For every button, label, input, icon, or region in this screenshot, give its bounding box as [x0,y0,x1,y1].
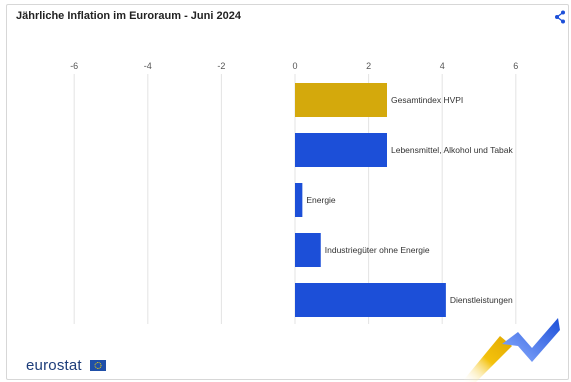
bar [295,183,303,217]
bar [295,133,387,167]
x-tick-label: -6 [70,61,78,71]
bar [295,83,387,117]
eurostat-logo-text: eurostat [26,357,82,374]
x-tick-label: 6 [513,61,518,71]
eurostat-swoosh-icon [462,318,560,382]
bar [295,233,321,267]
bar-category-label: Energie [306,195,336,205]
x-tick-label: 4 [440,61,445,71]
chart-card [6,4,569,380]
chart-title: Jährliche Inflation im Euroraum - Juni 2… [16,10,241,22]
share-icon[interactable] [554,10,566,24]
bar-category-label: Gesamtindex HVPI [391,95,463,105]
x-tick-label: 2 [366,61,371,71]
bar [295,283,446,317]
x-tick-label: -2 [217,61,225,71]
bar-category-label: Lebensmittel, Alkohol und Tabak [391,145,514,155]
x-tick-label: 0 [292,61,297,71]
bar-category-label: Industriegüter ohne Energie [325,245,430,255]
x-tick-label: -4 [144,61,152,71]
bar-category-label: Dienstleistungen [450,295,513,305]
eu-flag-icon [90,360,106,371]
